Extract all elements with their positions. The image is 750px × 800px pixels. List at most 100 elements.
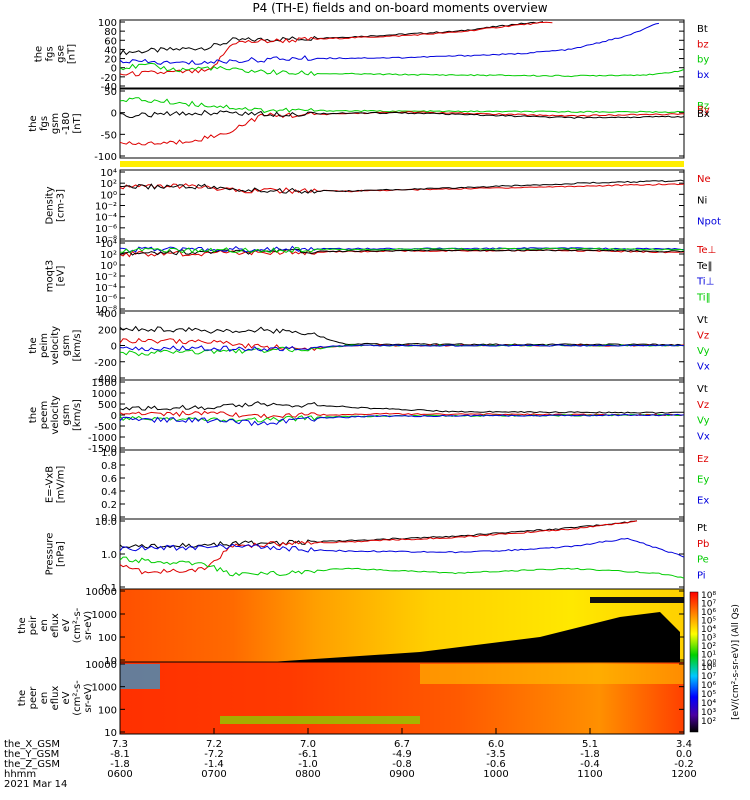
spectrogram-band: [590, 597, 684, 603]
series-line: [119, 111, 685, 146]
y-axis-label: (cm²-s-: [72, 607, 83, 643]
x-tick-label: 0700: [201, 769, 226, 780]
x-tick-label: 0.0: [676, 749, 692, 760]
series-line: [119, 62, 685, 78]
legend-label: Ez: [697, 454, 709, 465]
y-axis-label: velocity: [50, 395, 61, 434]
y-tick-label: 100: [98, 705, 117, 716]
x-tick-label: 6.7: [394, 739, 410, 750]
panel-9: 10000 1000 100 10 the peir en eflux eV (cm²-s-sr-…: [17, 587, 685, 667]
colorbar-tick-label: 10³: [701, 634, 716, 644]
y-axis-label: gsm: [61, 335, 72, 356]
legend-label: Vx: [697, 362, 710, 373]
y-tick-label: 100: [98, 633, 117, 644]
y-tick-label: 0: [111, 109, 117, 120]
y-axis-label: gsm: [50, 113, 61, 134]
x-tick-label: -1.4: [204, 759, 224, 770]
y-tick-label: 1.0: [101, 550, 117, 561]
y-axis-label: [nT]: [72, 113, 83, 133]
y-tick-label: -50: [101, 130, 117, 141]
series-line: [119, 246, 685, 254]
legend-label: Npot: [697, 217, 721, 228]
legend-label: Pb: [697, 539, 709, 550]
legend-label: bz: [697, 39, 709, 50]
y-tick-label: 0: [111, 64, 117, 75]
y-axis-label: E=-VxB: [45, 466, 56, 503]
series-line: [119, 401, 685, 414]
y-tick-label: 0.8: [101, 461, 117, 472]
y-tick-label: -400: [94, 374, 117, 385]
panel-frame: [119, 19, 685, 89]
series-line: [119, 520, 638, 575]
x-tick-label: -0.2: [674, 759, 694, 770]
legend-label: Vx: [697, 431, 710, 442]
colorbar-tick-label: 10⁸: [701, 663, 716, 673]
y-tick-label: 0.2: [101, 500, 117, 511]
series-line: [119, 21, 553, 77]
y-axis-label: peer: [28, 686, 39, 710]
y-axis-label: eV: [61, 619, 72, 632]
y-axis-label: gse: [56, 45, 67, 63]
colorbar: [689, 591, 699, 733]
x-tick-label: -3.5: [486, 749, 506, 760]
x-tick-label: 7.2: [206, 739, 222, 750]
y-axis-label: eflux: [50, 613, 61, 638]
y-tick-label: 10: [104, 728, 117, 739]
x-axis-row-label: the_Z_GSM: [4, 759, 60, 770]
legend-label: Vz: [697, 400, 709, 411]
y-axis-label: peem: [39, 401, 50, 429]
series-line: [119, 97, 684, 114]
y-tick-label: 10⁴: [100, 239, 117, 250]
y-tick-label: 0.1: [101, 583, 117, 594]
colorbar-tick-label: 10⁴: [701, 699, 716, 709]
y-tick-label: -1500: [88, 444, 117, 455]
legend-label: by: [697, 55, 709, 66]
y-tick-label: 500: [98, 400, 117, 411]
x-tick-label: 1200: [671, 769, 696, 780]
x-axis-date: 2021 Mar 14: [4, 779, 67, 790]
y-tick-label: 80: [104, 27, 117, 38]
y-tick-label: 10⁻²: [95, 202, 117, 213]
colorbar-tick-label: 10⁶: [701, 608, 716, 618]
x-tick-label: 1100: [577, 769, 602, 780]
x-axis-row-label: the_X_GSM: [4, 739, 60, 750]
y-tick-label: 10⁻⁴: [95, 213, 117, 224]
y-tick-label: 10⁻⁴: [95, 283, 117, 294]
legend-label: Bx: [697, 109, 710, 120]
x-tick-label: 1000: [483, 769, 508, 780]
y-axis-label: [km/s]: [72, 399, 83, 431]
y-tick-label: -200: [94, 358, 117, 369]
y-axis-label: [mV/m]: [56, 466, 67, 504]
legend-label: Bt: [697, 24, 708, 35]
panel-frame: [119, 518, 685, 590]
legend-label: Ni: [697, 195, 707, 206]
y-tick-label: 400: [98, 309, 117, 320]
colorbar-tick-label: 10⁷: [701, 600, 716, 610]
y-tick-label: 10⁻²: [95, 272, 117, 283]
y-axis-label: peim: [39, 333, 50, 358]
legend-label: Ti⊥: [696, 277, 714, 288]
x-tick-label: -6.1: [298, 749, 318, 760]
legend-label: Vt: [697, 315, 708, 326]
legend-label: Te⊥: [696, 245, 716, 256]
colorbar-tick-label: 10⁷: [701, 672, 716, 682]
legend-label: Pi: [697, 570, 706, 581]
y-tick-label: 50: [104, 87, 117, 98]
y-axis-label: sr-eV): [83, 683, 94, 712]
colorbar-tick-label: 10³: [701, 708, 716, 718]
y-axis-label: the: [34, 46, 45, 62]
y-axis-label: the: [28, 115, 39, 131]
legend-label: Bz: [697, 101, 709, 112]
y-axis-label: fgs: [39, 116, 50, 131]
x-tick-label: 0900: [389, 769, 414, 780]
legend-label: Vy: [697, 416, 710, 427]
legend-label: Vz: [697, 331, 709, 342]
y-tick-label: -100: [94, 152, 117, 163]
spectrogram-patch: [420, 664, 684, 684]
y-tick-label: 10⁰: [100, 261, 117, 272]
panel-frame: [119, 169, 685, 242]
y-axis-label: [eV]: [56, 266, 67, 287]
y-axis-label: (cm²-s-: [72, 680, 83, 716]
